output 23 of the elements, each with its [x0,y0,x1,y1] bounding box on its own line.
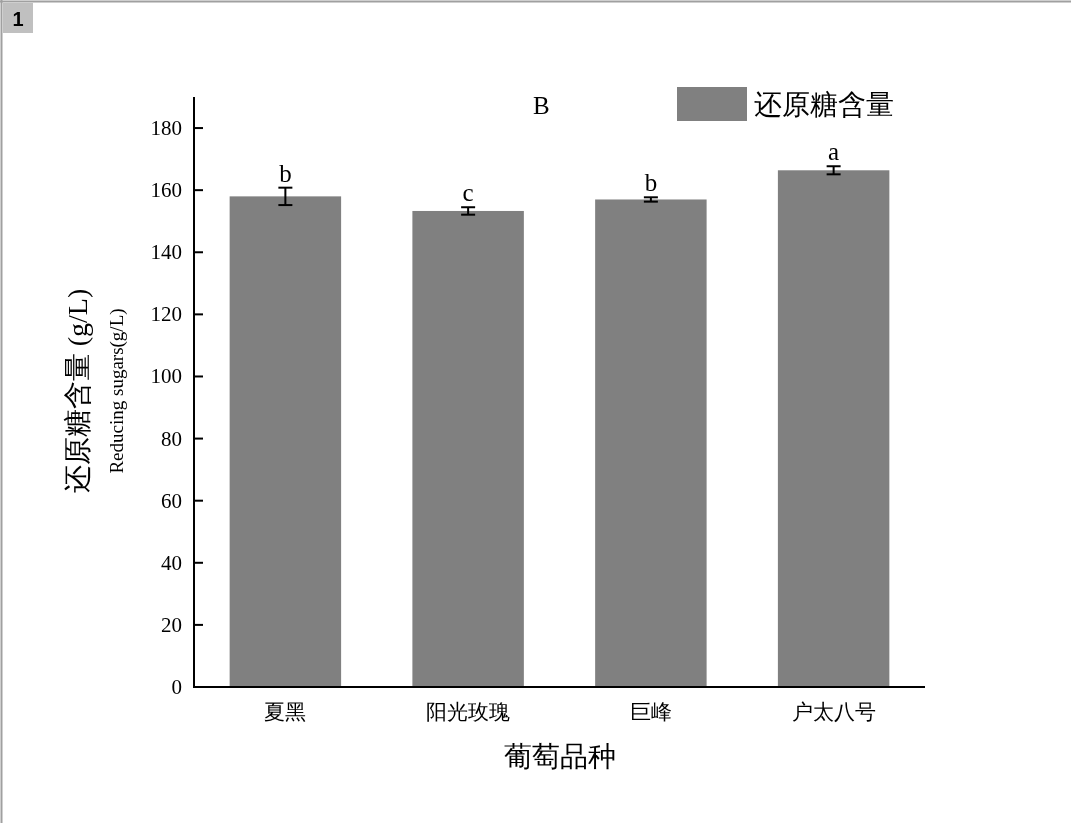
annotation: b [279,159,292,187]
y-tick-label: 120 [150,302,182,327]
x-axis-title: 葡萄品种 [503,740,616,772]
y-tick-label: 100 [150,364,182,389]
x-tick-label: 户太八号 [791,700,876,724]
y-tick-label: 140 [150,240,182,265]
chart-title: B [532,91,550,119]
y-tick-label: 80 [161,426,182,451]
y-tick-label: 40 [161,550,182,575]
x-tick-label: 夏黑 [264,700,307,724]
y-tick-label: 160 [150,178,182,203]
annotation: c [462,179,474,207]
y-tick-label: 180 [150,116,182,141]
y-axis-title: 还原糖含量 (g/L) Reducing sugars(g/L) [61,288,128,494]
x-tick-label: 阳光玫瑰 [426,700,511,724]
y-tick-label: 20 [161,612,182,637]
text: 1 [12,8,24,30]
x-tick-label: 巨峰 [629,700,672,724]
annotation: b [644,169,658,197]
y-tick-label: 0 [171,675,182,699]
legend-label: 还原糖含量 [754,88,894,120]
annotation: a [828,138,840,166]
y-tick-label: 60 [161,488,182,513]
